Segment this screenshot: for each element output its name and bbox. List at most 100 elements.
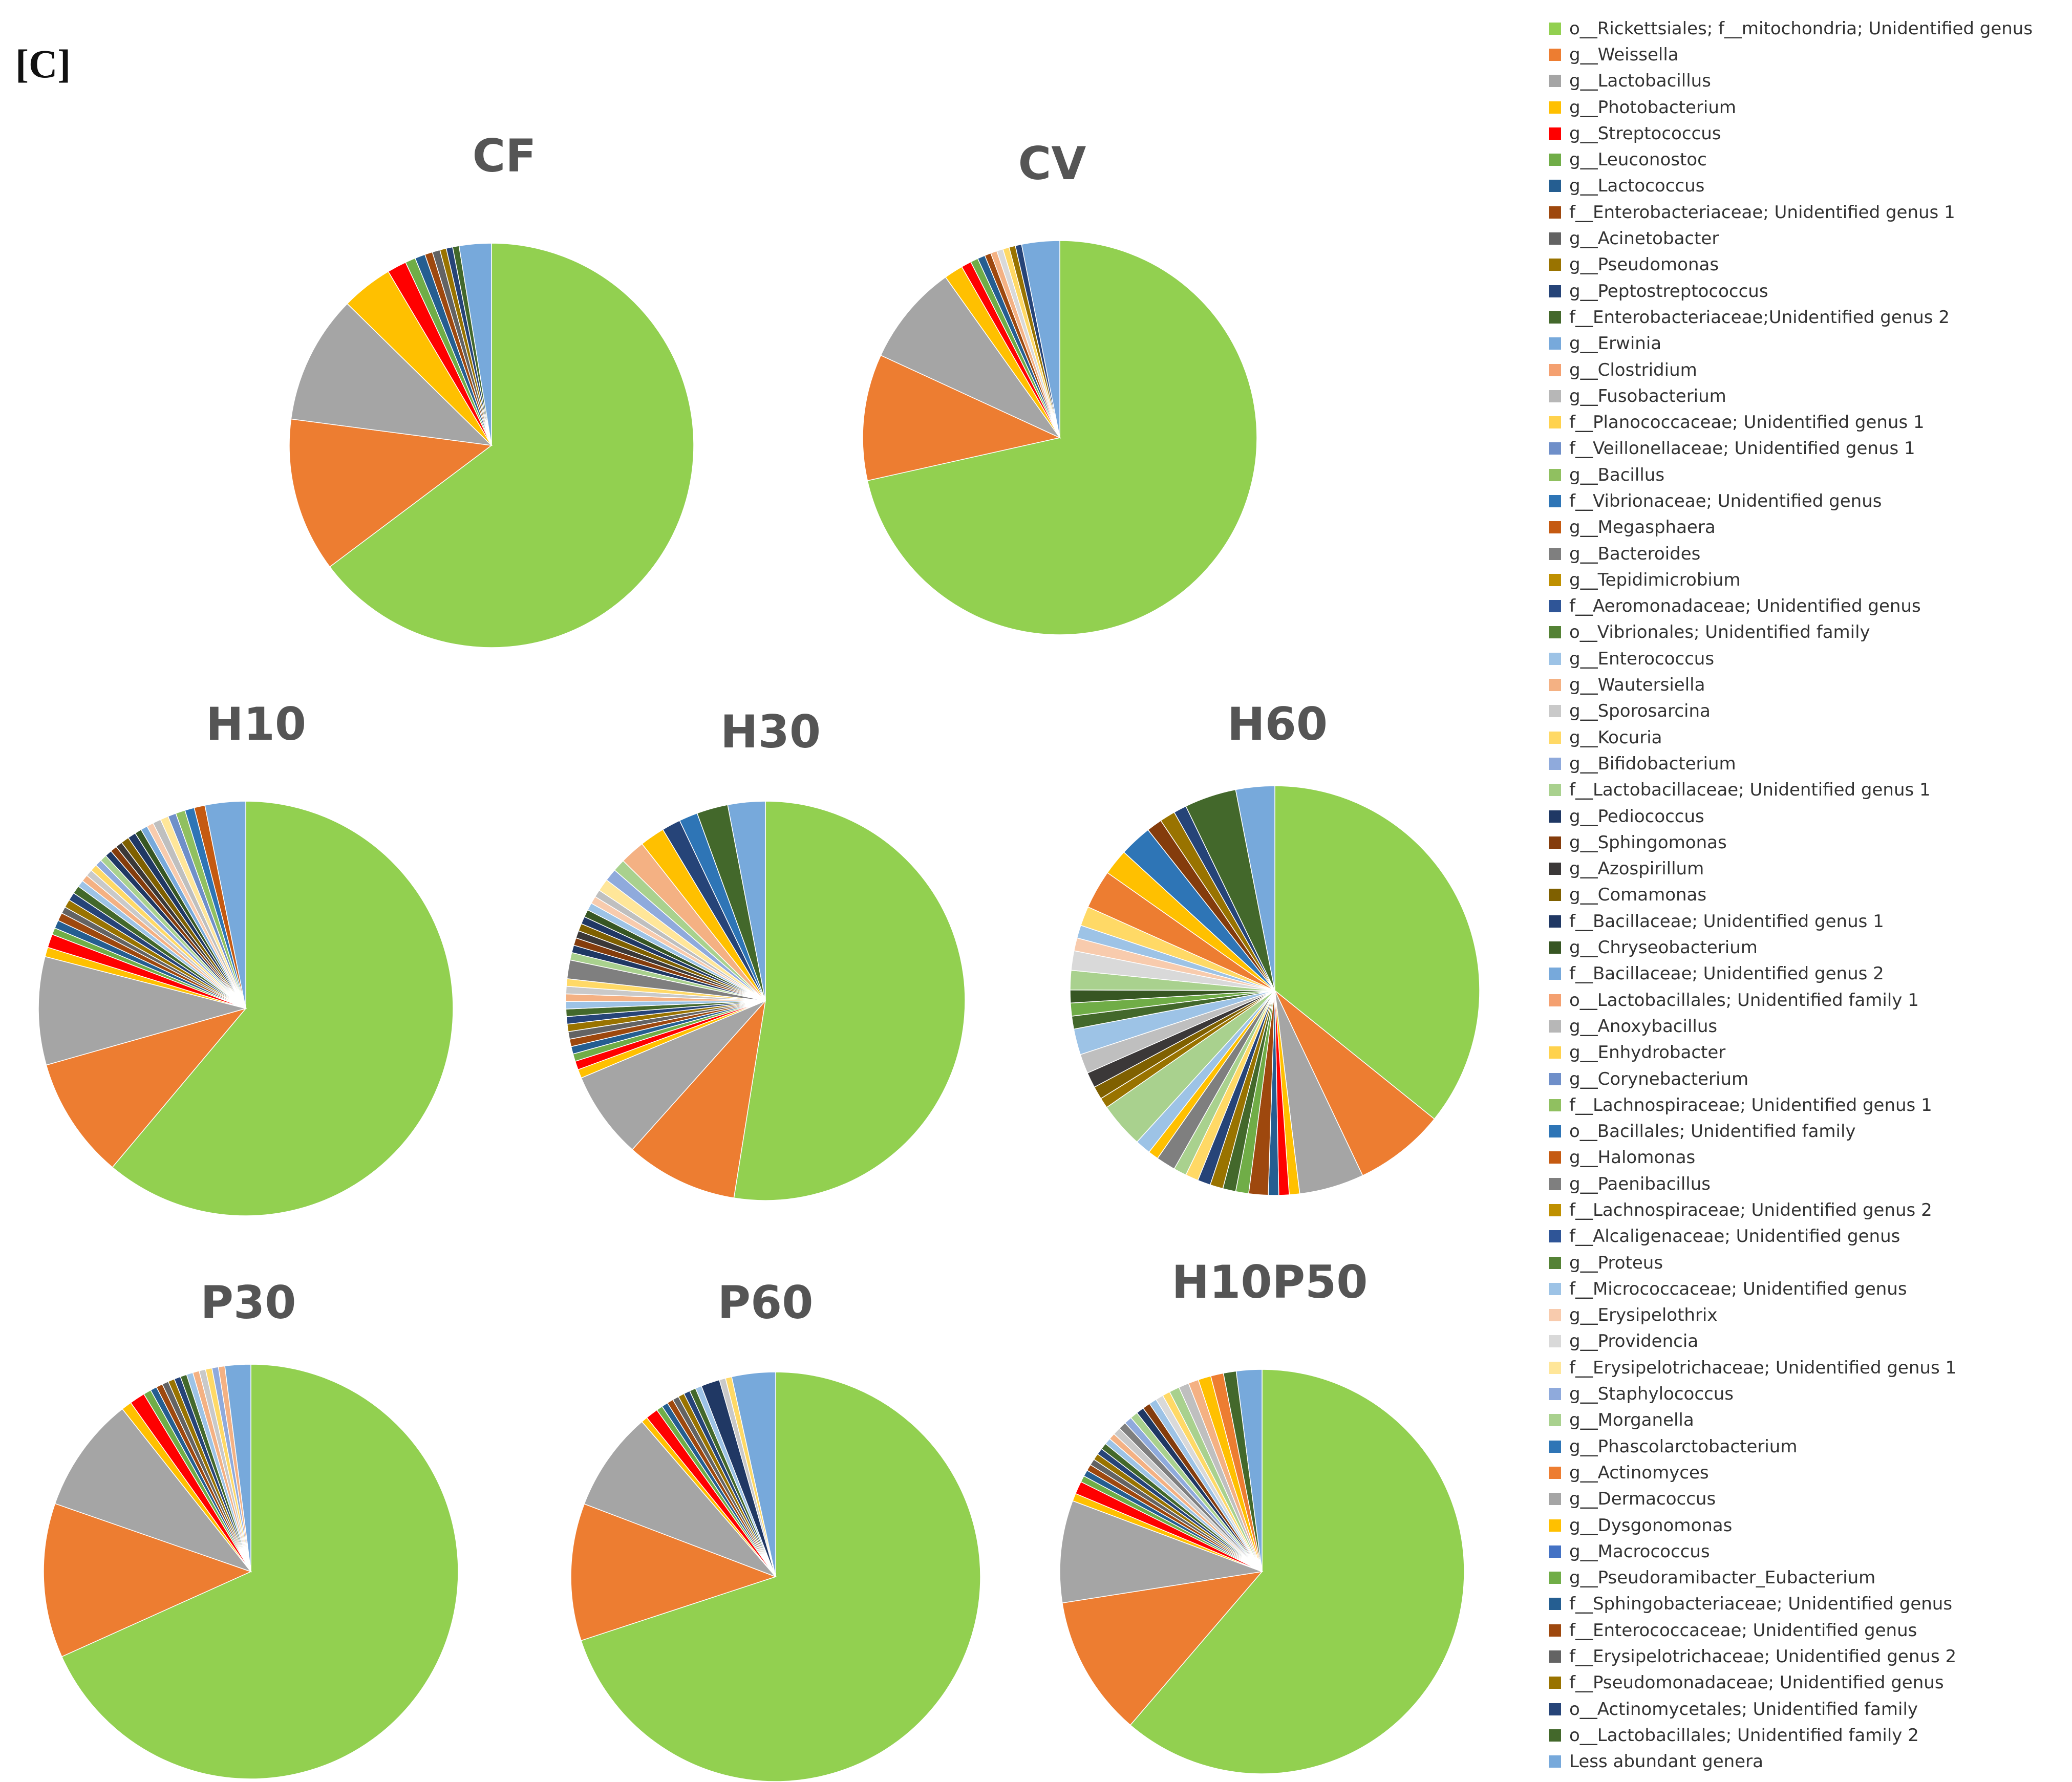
legend-label: g__Peptostreptococcus bbox=[1569, 281, 1768, 302]
legend-label: f__Alcaligenaceae; Unidentified genus bbox=[1569, 1226, 1900, 1247]
legend-item: g__Azospirillum bbox=[1549, 856, 2068, 882]
legend-swatch bbox=[1549, 1493, 1561, 1506]
legend-item: g__Clostridium bbox=[1549, 357, 2068, 383]
legend-item: g__Corynebacterium bbox=[1549, 1066, 2068, 1092]
legend-swatch bbox=[1549, 206, 1561, 219]
legend-item: f__Bacillaceae; Unidentified genus 2 bbox=[1549, 961, 2068, 987]
legend-label: g__Halomonas bbox=[1569, 1147, 1696, 1168]
legend-item: g__Enterococcus bbox=[1549, 646, 2068, 672]
legend-swatch bbox=[1549, 180, 1561, 192]
legend-label: g__Sporosarcina bbox=[1569, 701, 1711, 722]
legend-item: g__Macrococcus bbox=[1549, 1538, 2068, 1564]
legend-item: g__Leuconostoc bbox=[1549, 146, 2068, 173]
legend-swatch bbox=[1549, 836, 1561, 849]
pie-slice bbox=[1274, 990, 1435, 1176]
legend-label: o__Lactobacillales; Unidentified family … bbox=[1569, 990, 1919, 1011]
legend-label: g__Dysgonomonas bbox=[1569, 1515, 1733, 1536]
pie-slice bbox=[1129, 1369, 1465, 1774]
legend-swatch bbox=[1549, 731, 1561, 744]
pie-slice bbox=[1235, 1369, 1263, 1572]
legend-swatch bbox=[1549, 652, 1561, 665]
legend-item: g__Tepidimicrobium bbox=[1549, 567, 2068, 593]
legend-label: g__Pseudomonas bbox=[1569, 254, 1719, 275]
legend-swatch bbox=[1549, 154, 1561, 166]
legend-label: g__Paenibacillus bbox=[1569, 1173, 1711, 1194]
legend-label: g__Lactobacillus bbox=[1569, 71, 1711, 92]
legend-label: f__Erysipelotrichaceae; Unidentified gen… bbox=[1569, 1357, 1957, 1378]
legend-swatch bbox=[1549, 626, 1561, 639]
legend-label: g__Bifidobacterium bbox=[1569, 753, 1736, 774]
legend-label: g__Kocuria bbox=[1569, 727, 1662, 748]
legend-label: f__Erysipelotrichaceae; Unidentified gen… bbox=[1569, 1646, 1957, 1667]
pie-slice bbox=[867, 240, 1257, 635]
legend-label: f__Aeromonadaceae; Unidentified genus bbox=[1569, 596, 1921, 617]
legend-item: g__Proteus bbox=[1549, 1250, 2068, 1276]
legend-label: g__Chryseobacterium bbox=[1569, 937, 1758, 958]
legend-swatch bbox=[1549, 285, 1561, 297]
legend-item: o__Lactobacillales; Unidentified family … bbox=[1549, 987, 2068, 1013]
pie-slice bbox=[290, 303, 493, 446]
legend-item: g__Paenibacillus bbox=[1549, 1171, 2068, 1197]
legend-label: o__Rickettsiales; f__mitochondria; Unide… bbox=[1569, 18, 2033, 39]
pie-slice bbox=[581, 1000, 766, 1150]
legend-swatch bbox=[1549, 573, 1561, 586]
legend-item: g__Sporosarcina bbox=[1549, 698, 2068, 724]
legend-label: g__Enhydrobacter bbox=[1569, 1042, 1726, 1063]
legend-swatch bbox=[1549, 1125, 1561, 1138]
pie-slice bbox=[581, 1371, 981, 1782]
legend-item: f__Vibrionaceae; Unidentified genus bbox=[1549, 488, 2068, 514]
legend-item: o__Rickettsiales; f__mitochondria; Unide… bbox=[1549, 15, 2068, 41]
pie-title: CF bbox=[473, 130, 537, 182]
pie-slice bbox=[46, 1007, 247, 1168]
legend-swatch bbox=[1549, 311, 1561, 324]
legend-item: g__Comamonas bbox=[1549, 882, 2068, 908]
legend-swatch bbox=[1549, 1230, 1561, 1243]
legend-label: g__Tepidimicrobium bbox=[1569, 569, 1741, 590]
legend-label: f__Veillonellaceae; Unidentified genus 1 bbox=[1569, 438, 1915, 459]
legend-swatch bbox=[1549, 232, 1561, 245]
legend-item: g__Dermacoccus bbox=[1549, 1486, 2068, 1512]
legend-item: f__Enterobacteriaceae; Unidentified genu… bbox=[1549, 199, 2068, 225]
pie-slice bbox=[1059, 1500, 1264, 1604]
legend-swatch bbox=[1549, 1151, 1561, 1164]
legend-label: g__Weissella bbox=[1569, 44, 1679, 65]
legend-swatch bbox=[1549, 442, 1561, 455]
legend-swatch bbox=[1549, 810, 1561, 823]
legend-item: g__Bacillus bbox=[1549, 462, 2068, 488]
legend-item: g__Streptococcus bbox=[1549, 120, 2068, 146]
legend-item: f__Enterococcaceae; Unidentified genus bbox=[1549, 1617, 2068, 1643]
legend-label: f__Micrococcaceae; Unidentified genus bbox=[1569, 1278, 1907, 1299]
pie-title: H30 bbox=[720, 705, 821, 758]
legend-label: g__Erwinia bbox=[1569, 333, 1662, 354]
legend-item: g__Morganella bbox=[1549, 1407, 2068, 1433]
legend-item: f__Lachnospiraceae; Unidentified genus 2 bbox=[1549, 1197, 2068, 1223]
legend-item: f__Veillonellaceae; Unidentified genus 1 bbox=[1549, 436, 2068, 462]
legend-label: f__Enterobacteriaceae; Unidentified genu… bbox=[1569, 202, 1955, 223]
pie-slice bbox=[631, 999, 766, 1198]
legend-item: g__Bacteroides bbox=[1549, 541, 2068, 567]
legend-swatch bbox=[1549, 547, 1561, 560]
legend-swatch bbox=[1549, 259, 1561, 271]
pie-p30 bbox=[43, 1364, 459, 1779]
legend-swatch bbox=[1549, 521, 1561, 534]
legend-swatch bbox=[1549, 1099, 1561, 1111]
legend-label: g__Phascolarctobacterium bbox=[1569, 1436, 1798, 1457]
legend-swatch bbox=[1549, 416, 1561, 429]
legend-label: g__Bacteroides bbox=[1569, 543, 1701, 564]
legend-swatch bbox=[1549, 1204, 1561, 1216]
pie-slice bbox=[880, 276, 1061, 439]
legend-label: g__Comamonas bbox=[1569, 885, 1707, 906]
pie-title: P30 bbox=[201, 1276, 296, 1329]
legend-item: f__Planococcaceae; Unidentified genus 1 bbox=[1549, 409, 2068, 435]
legend-item: f__Aeromonadaceae; Unidentified genus bbox=[1549, 593, 2068, 619]
legend-swatch bbox=[1549, 1072, 1561, 1085]
pie-slice bbox=[1235, 785, 1275, 991]
legend-label: f__Bacillaceae; Unidentified genus 1 bbox=[1569, 911, 1884, 932]
pie-p60 bbox=[570, 1371, 981, 1782]
pie-cv bbox=[862, 240, 1257, 635]
legend-swatch bbox=[1549, 1703, 1561, 1715]
legend-swatch bbox=[1549, 863, 1561, 875]
legend-swatch bbox=[1549, 1361, 1561, 1374]
legend-swatch bbox=[1549, 941, 1561, 954]
pie-slice bbox=[329, 243, 694, 648]
